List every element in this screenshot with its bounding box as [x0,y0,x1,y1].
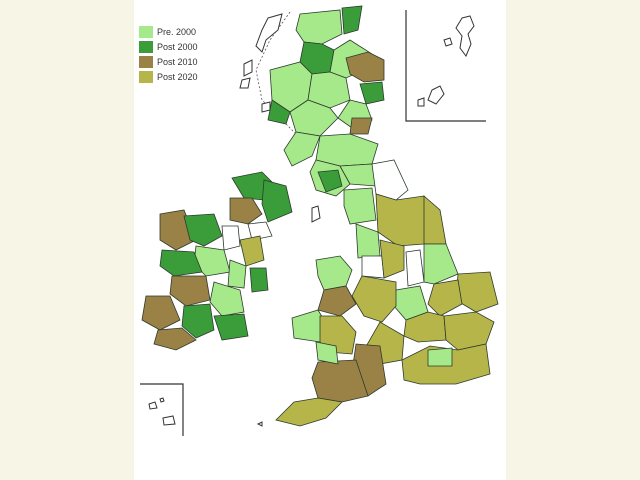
region-pre2000 [295,9,343,45]
region-unassigned [247,221,273,241]
region-post2010 [169,275,211,307]
region-unassigned [361,255,385,279]
region-post2020 [443,311,495,351]
region-post2000 [213,313,249,341]
region-post2020 [423,195,447,245]
region-pre2000 [315,255,353,291]
region-post2000 [159,249,203,277]
region-unassigned [221,225,241,251]
region-post2010 [229,197,263,225]
region-post2020 [379,239,405,279]
region-post2000 [261,179,293,223]
region-pre2000 [355,223,381,259]
region-post2000 [267,99,291,125]
legend-label: Post 2000 [157,41,198,52]
legend-item-post-2000: Post 2000 [139,39,198,54]
shetland-islands [417,15,475,107]
legend-label: Pre. 2000 [157,26,197,37]
legend-label: Post 2010 [157,56,198,67]
region-post2010 [349,117,373,135]
region-post2000 [181,303,215,339]
region-post2010 [141,295,181,331]
legend: Pre. 2000 Post 2000 Post 2010 Post 2020 [139,24,198,84]
legend-swatch [139,25,153,38]
region-pre2000 [227,259,247,289]
legend-swatch [139,55,153,68]
region-post2010 [345,51,385,83]
region-pre2000 [315,133,379,167]
region-post2000 [317,169,343,193]
region-post2000 [341,5,363,35]
region-post2000 [249,267,269,293]
legend-swatch [139,70,153,83]
region-post2000 [359,81,385,105]
region-pre2000 [209,281,245,317]
region-post2020 [275,397,343,427]
legend-item-post-2020: Post 2020 [139,69,198,84]
region-post2020 [351,275,397,323]
channel-islands [148,397,176,426]
region-post2020 [455,271,499,313]
region-post2010 [317,285,357,317]
region-post2020 [427,279,463,317]
region-post2020 [239,235,265,267]
region-unassigned [371,159,409,201]
region-post2010 [153,327,197,351]
western-isles [239,13,283,113]
wales [291,255,357,365]
small-islands [256,205,321,427]
region-pre2000 [283,131,321,167]
scotland [267,5,391,197]
ireland [141,171,293,351]
legend-item-pre-2000: Pre. 2000 [139,24,198,39]
england [275,159,499,427]
region-unassigned [405,249,425,287]
region-pre2000 [343,187,377,225]
shetland-inset-frame [405,10,486,122]
channel-islands-inset-frame [140,383,184,436]
region-pre2000 [423,243,459,285]
region-pre2000 [315,341,339,365]
legend-item-post-2010: Post 2010 [139,54,198,69]
legend-swatch [139,40,153,53]
region-post2000 [183,213,223,247]
legend-label: Post 2020 [157,71,198,82]
region-pre2000 [427,347,453,367]
